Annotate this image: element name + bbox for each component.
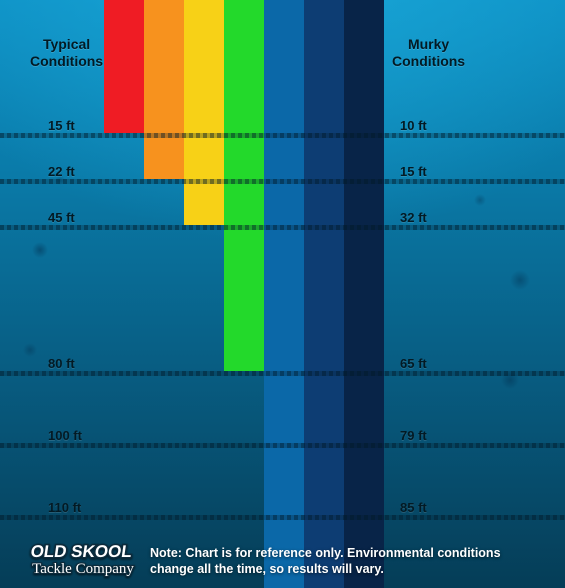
left-depth-label: 22 ft — [48, 164, 75, 179]
bar-blue-mid — [304, 0, 344, 588]
right-depth-label: 85 ft — [400, 500, 427, 515]
bar-yellow — [184, 0, 224, 225]
light-penetration-chart: TypicalConditions MurkyConditions 15 ft 2… — [0, 0, 565, 588]
left-depth-label: 45 ft — [48, 210, 75, 225]
left-depth-label: 80 ft — [48, 356, 75, 371]
right-depth-label: 32 ft — [400, 210, 427, 225]
right-depth-label: 79 ft — [400, 428, 427, 443]
left-depth-label: 100 ft — [48, 428, 82, 443]
right-depth-label: 65 ft — [400, 356, 427, 371]
footer-note: Note: Chart is for reference only. Envir… — [150, 545, 565, 577]
bar-red — [104, 0, 144, 133]
depth-line — [0, 179, 565, 184]
bar-orange — [144, 0, 184, 179]
depth-line — [0, 225, 565, 230]
footer: OLD SKOOL Tackle Company Note: Chart is … — [0, 533, 565, 588]
brand-logo: OLD SKOOL Tackle Company — [0, 539, 150, 583]
depth-line — [0, 443, 565, 448]
right-depth-label: 15 ft — [400, 164, 427, 179]
bar-blue-dark — [344, 0, 384, 588]
right-header: MurkyConditions — [392, 36, 465, 70]
depth-line — [0, 371, 565, 376]
logo-text-top: OLD SKOOL — [29, 542, 133, 561]
depth-line — [0, 133, 565, 138]
left-header: TypicalConditions — [30, 36, 103, 70]
logo-text-bottom: Tackle Company — [32, 561, 134, 577]
depth-line — [0, 515, 565, 520]
left-depth-label: 15 ft — [48, 118, 75, 133]
right-depth-label: 10 ft — [400, 118, 427, 133]
left-depth-label: 110 ft — [48, 500, 81, 515]
bar-blue-light — [264, 0, 304, 588]
bar-green — [224, 0, 264, 371]
